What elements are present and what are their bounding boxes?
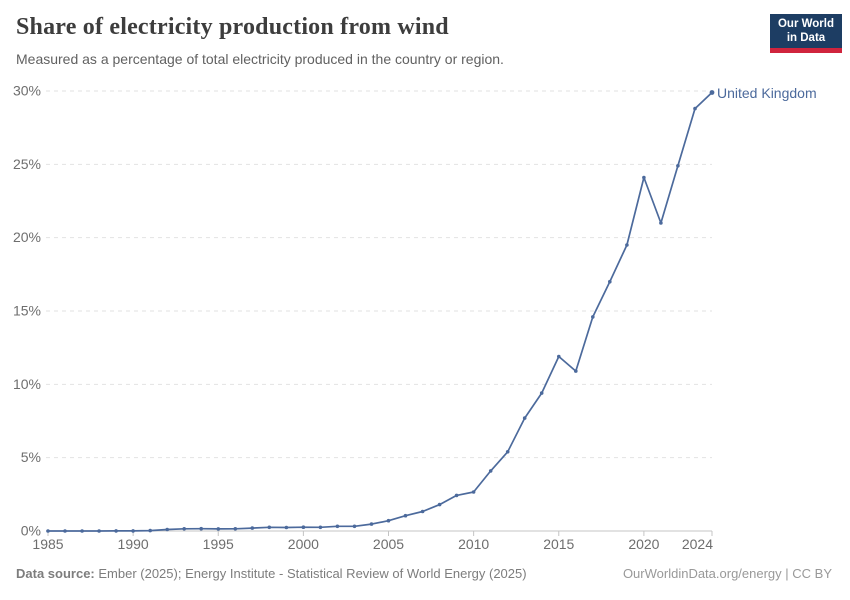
data-point [46,529,50,533]
x-tick-label: 1990 [118,536,149,552]
series-label-united-kingdom[interactable]: United Kingdom [717,85,817,101]
data-point [420,509,425,514]
data-point [97,529,101,533]
data-point [608,279,612,284]
data-point [284,525,289,530]
data-point [709,90,715,95]
data-point [693,106,697,111]
data-point [386,518,391,523]
x-tick-label: 2000 [288,536,319,552]
data-point [80,529,84,533]
data-point [591,315,595,319]
x-tick-label: 2024 [682,536,713,552]
data-point [148,528,152,533]
data-point [505,450,510,454]
data-point [114,529,118,533]
data-point [437,502,442,507]
data-point [250,526,255,530]
y-tick-label: 20% [13,229,41,245]
data-point [522,416,527,420]
owid-logo-line1: Our World [777,18,834,30]
data-point [301,525,306,529]
x-tick-label: 1995 [203,536,234,552]
y-tick-label: 30% [13,83,41,99]
data-point [131,529,135,533]
y-tick-label: 0% [21,523,41,539]
data-point [659,221,663,225]
x-tick-label: 2020 [628,536,659,552]
y-tick-label: 10% [13,376,41,392]
data-point [403,513,408,518]
data-source-note: Data source: Ember (2025); Energy Instit… [16,566,527,581]
data-point [165,527,169,532]
data-source-text: Ember (2025); Energy Institute - Statist… [94,566,527,581]
owid-logo-text: Our World in Data [770,14,842,48]
data-point [488,469,493,473]
data-point [199,526,203,531]
data-point [216,527,221,531]
data-point [539,391,544,395]
series-line[interactable] [47,91,713,532]
footer-citation-link[interactable]: OurWorldinData.org/energy | CC BY [622,566,832,581]
data-point [267,525,272,530]
data-point [676,164,680,168]
data-source-label: Data source: [16,566,95,581]
data-point [318,525,323,530]
data-point [182,527,186,531]
data-point [233,527,238,531]
owid-logo[interactable]: Our World in Data [770,14,842,53]
data-point [642,175,646,180]
y-tick-label: 15% [13,303,41,319]
data-point [369,522,374,526]
data-point [625,243,629,247]
data-point [454,493,459,498]
y-tick-label: 25% [13,156,41,172]
x-tick-label: 2005 [373,536,404,552]
page-subtitle: Measured as a percentage of total electr… [16,51,504,67]
x-tick-label: 1985 [32,536,63,552]
x-tick-label: 2015 [543,536,574,552]
data-point [335,524,340,529]
y-tick-label: 5% [21,449,41,465]
owid-logo-line2: in Data [786,31,826,44]
data-point [352,524,357,529]
x-tick-label: 2010 [458,536,489,552]
data-point [574,369,578,373]
data-point [471,490,476,494]
data-point [557,354,561,359]
owid-logo-accent-bar [770,48,842,53]
page-title: Share of electricity production from win… [16,14,449,40]
data-point [63,529,67,533]
